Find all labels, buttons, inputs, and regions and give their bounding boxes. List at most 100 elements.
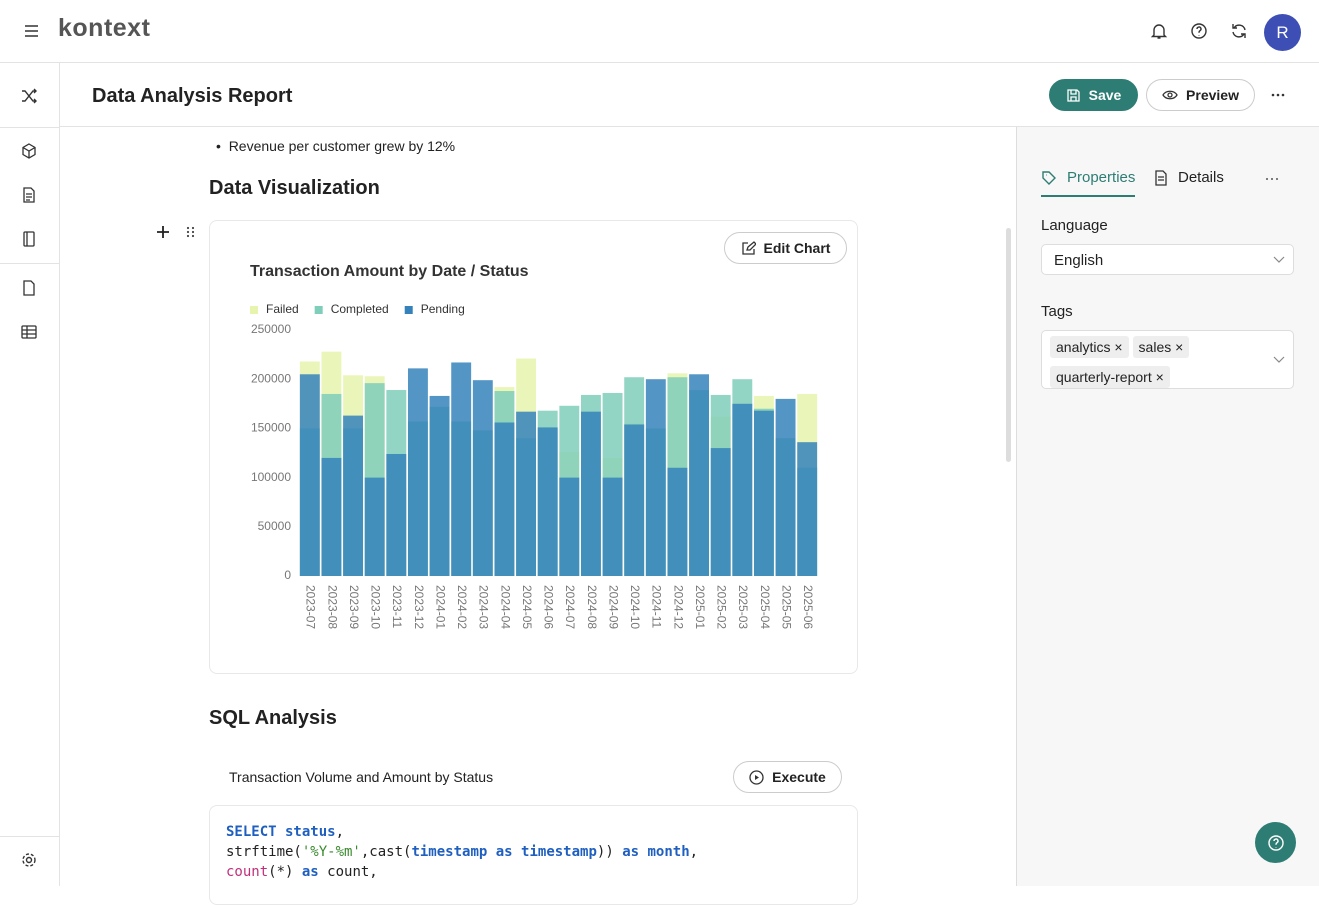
x-tick-label: 2025-04 bbox=[758, 585, 772, 629]
edit-chart-button[interactable]: Edit Chart bbox=[724, 232, 847, 264]
bullet-item: • Revenue per customer grew by 12% bbox=[216, 138, 456, 154]
preview-button[interactable]: Preview bbox=[1146, 79, 1255, 111]
bar bbox=[407, 368, 428, 576]
bar bbox=[364, 477, 385, 576]
edit-icon bbox=[741, 240, 756, 255]
x-tick-label: 2024-06 bbox=[542, 585, 556, 629]
tag[interactable]: analytics × bbox=[1050, 336, 1129, 358]
divider bbox=[0, 836, 60, 837]
execute-button[interactable]: Execute bbox=[733, 761, 842, 793]
code-token: strftime( bbox=[226, 844, 302, 860]
y-tick-label: 250000 bbox=[251, 322, 291, 336]
y-tick-label: 150000 bbox=[251, 421, 291, 435]
legend-label: Completed bbox=[331, 302, 389, 316]
x-tick-label: 2025-01 bbox=[693, 585, 707, 629]
legend-swatch bbox=[250, 306, 258, 314]
code-token: count, bbox=[318, 864, 378, 880]
code-token: , bbox=[335, 824, 345, 840]
divider bbox=[0, 127, 60, 128]
bar bbox=[667, 467, 688, 576]
save-label: Save bbox=[1088, 87, 1122, 103]
tab-label: Properties bbox=[1067, 169, 1136, 186]
block-handles[interactable] bbox=[155, 225, 199, 239]
more-icon[interactable] bbox=[1271, 93, 1285, 97]
settings-icon[interactable] bbox=[21, 852, 37, 868]
doc-title: Data Analysis Report bbox=[92, 85, 293, 107]
x-tick-label: 2023-07 bbox=[304, 585, 318, 629]
tag-label: analytics bbox=[1056, 339, 1111, 355]
menu-icon[interactable] bbox=[24, 24, 40, 38]
bar bbox=[753, 410, 774, 576]
tag-icon bbox=[1042, 170, 1056, 185]
edit-chart-label: Edit Chart bbox=[763, 240, 831, 256]
top-bar: kontext R bbox=[0, 0, 1319, 63]
language-select[interactable]: English bbox=[1041, 244, 1294, 275]
tab-properties[interactable]: Properties bbox=[1041, 169, 1136, 197]
y-tick-label: 0 bbox=[284, 568, 291, 582]
x-tick-label: 2023-11 bbox=[390, 585, 404, 628]
save-button[interactable]: Save bbox=[1049, 79, 1138, 111]
divider bbox=[0, 263, 60, 264]
shuffle-icon[interactable] bbox=[20, 87, 38, 105]
bar bbox=[775, 398, 796, 576]
table-icon[interactable] bbox=[20, 323, 38, 341]
tab-details[interactable]: Details bbox=[1154, 169, 1224, 186]
x-tick-label: 2025-06 bbox=[801, 585, 815, 629]
avatar[interactable]: R bbox=[1264, 14, 1301, 51]
file-icon[interactable] bbox=[20, 279, 38, 297]
preview-label: Preview bbox=[1186, 87, 1239, 103]
x-tick-label: 2024-12 bbox=[671, 585, 685, 629]
legend-label: Failed bbox=[266, 302, 299, 316]
code-line: strftime('%Y-%m',cast(timestamp as times… bbox=[226, 842, 841, 862]
x-tick-label: 2024-04 bbox=[498, 585, 512, 629]
x-tick-label: 2024-07 bbox=[563, 585, 577, 629]
refresh-icon[interactable] bbox=[1230, 22, 1248, 40]
code-line: count(*) as count, bbox=[226, 862, 841, 882]
tag[interactable]: sales × bbox=[1132, 336, 1190, 358]
bar bbox=[624, 424, 645, 576]
notebook-icon[interactable] bbox=[20, 230, 38, 248]
logo[interactable]: kontext bbox=[58, 14, 151, 42]
tag[interactable]: quarterly-report × bbox=[1050, 366, 1170, 388]
bar bbox=[537, 427, 558, 576]
viz-heading: Data Visualization bbox=[209, 177, 380, 199]
bar bbox=[429, 395, 450, 576]
x-tick-label: 2024-01 bbox=[433, 585, 447, 629]
bar bbox=[797, 442, 818, 576]
chart: Transaction Amount by Date / Status Faile… bbox=[250, 263, 818, 629]
execute-label: Execute bbox=[772, 769, 826, 785]
bar bbox=[602, 477, 623, 576]
code-token: ,cast( bbox=[360, 844, 412, 860]
code-token: count bbox=[226, 864, 269, 880]
code-token: as bbox=[301, 864, 319, 880]
y-tick-label: 100000 bbox=[251, 470, 291, 484]
bullet-text: Revenue per customer grew by 12% bbox=[228, 138, 456, 154]
cube-icon[interactable] bbox=[20, 142, 38, 160]
x-tick-label: 2024-08 bbox=[585, 585, 599, 629]
code-token: as month bbox=[622, 844, 690, 860]
doc-icon[interactable] bbox=[20, 186, 38, 204]
code-token: (*) bbox=[268, 864, 302, 880]
more-icon[interactable] bbox=[1265, 177, 1279, 181]
bar bbox=[451, 362, 472, 576]
chevron bbox=[1273, 256, 1285, 263]
help-fab[interactable] bbox=[1255, 822, 1296, 863]
code-token: '%Y-%m' bbox=[301, 844, 361, 860]
code-token: , bbox=[689, 844, 699, 860]
bar bbox=[386, 453, 407, 576]
x-tick-label: 2024-03 bbox=[477, 585, 491, 629]
scrollbar[interactable] bbox=[1006, 228, 1011, 462]
bar bbox=[516, 411, 537, 576]
help-icon[interactable] bbox=[1190, 22, 1208, 40]
play-icon bbox=[749, 769, 764, 785]
tag-label: quarterly-report bbox=[1056, 369, 1152, 385]
chart-title: Transaction Amount by Date / Status bbox=[250, 263, 529, 280]
legend-swatch bbox=[314, 306, 323, 314]
tags-select[interactable]: analytics × sales × quarterly-report × bbox=[1041, 330, 1294, 389]
language-label: Language bbox=[1041, 217, 1108, 234]
code-token: SELECT status bbox=[226, 824, 336, 840]
code-token: timestamp as timestamp bbox=[411, 844, 597, 860]
bell-icon[interactable] bbox=[1150, 22, 1168, 40]
sql-editor[interactable]: SELECT status, strftime('%Y-%m',cast(tim… bbox=[209, 805, 858, 905]
